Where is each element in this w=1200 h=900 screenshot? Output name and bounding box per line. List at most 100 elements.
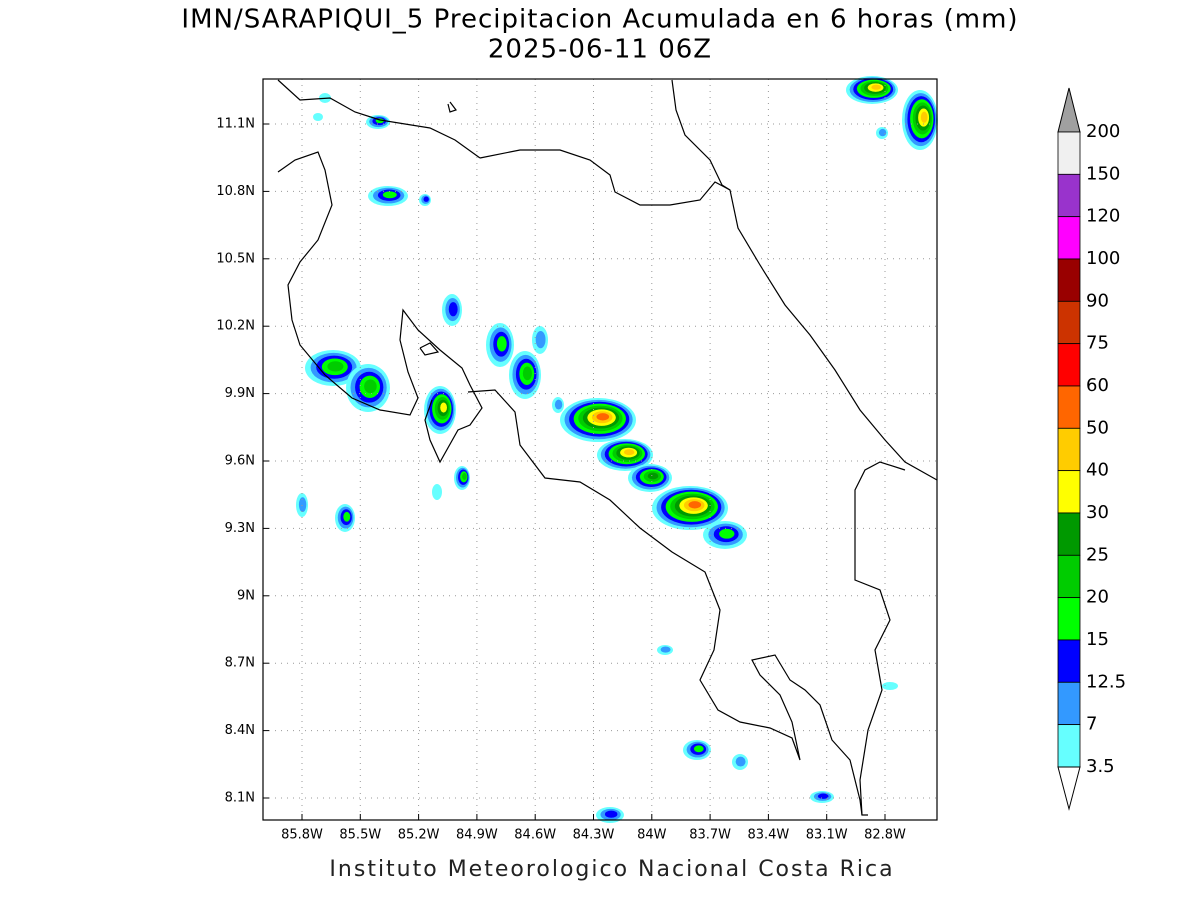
rain-contour — [432, 484, 442, 500]
border — [854, 461, 906, 816]
lat-tick-label: 9.3N — [225, 521, 255, 536]
rain-contour — [871, 84, 882, 90]
lat-tick-label: 9.6N — [225, 454, 255, 469]
lat-tick-label: 10.8N — [216, 184, 255, 199]
colorbar-label: 12.5 — [1086, 671, 1126, 692]
island — [447, 101, 457, 113]
rain-contour — [623, 449, 635, 456]
lat-tick-label: 8.7N — [225, 656, 255, 671]
colorbar-label: 50 — [1086, 417, 1109, 438]
colorbar-over — [1057, 87, 1081, 133]
colorbar-band — [1057, 554, 1081, 599]
rain-contour — [647, 472, 659, 480]
lon-tick-label: 83.7W — [689, 828, 731, 843]
colorbar-label: 7 — [1086, 714, 1097, 735]
rain-contour — [313, 113, 323, 121]
rain-contour — [364, 379, 377, 394]
colorbar-band — [1057, 300, 1081, 345]
rain-contour — [522, 366, 532, 381]
colorbar-label: 30 — [1086, 502, 1109, 523]
lat-tick-label: 9.9N — [225, 386, 255, 401]
rain-contour — [719, 528, 735, 539]
rain-contour — [423, 196, 429, 202]
lat-tick-label: 9N — [237, 588, 255, 603]
lon-tick-label: 84.3W — [573, 828, 615, 843]
rain-contour — [535, 330, 546, 349]
grid: 85.8W 85.5W 85.2W 84.9W 84.6W 84.3W 84W 83.7W 83… — [216, 79, 937, 843]
coastline — [671, 79, 938, 481]
rain-contour — [496, 336, 507, 352]
title: IMN/SARAPIQUI_5 Precipitacion Acumulada … — [181, 5, 1018, 35]
rain-contour — [462, 472, 467, 480]
rain-contour — [604, 810, 618, 818]
rain-contour — [817, 793, 829, 799]
rain-contour — [343, 511, 351, 522]
rain-contour — [882, 682, 898, 690]
rain-contour — [693, 745, 704, 753]
rain-contour — [298, 497, 307, 512]
colorbar-label: 20 — [1086, 587, 1109, 608]
rain-contour — [878, 128, 887, 137]
lon-tick-label: 82.8W — [864, 828, 906, 843]
border — [479, 149, 731, 206]
lat-tick-label: 8.4N — [225, 723, 255, 738]
lat-tick-label: 11.1N — [216, 117, 255, 132]
coastline — [277, 79, 481, 159]
colorbar-label: 120 — [1086, 206, 1120, 227]
footer: Instituto Meteorologico Nacional Costa R… — [329, 857, 894, 882]
rain-contour — [440, 402, 447, 413]
lon-tick-label: 83.4W — [747, 828, 789, 843]
lon-tick-label: 83.1W — [806, 828, 848, 843]
colorbar-band — [1057, 724, 1081, 768]
colorbar-label: 25 — [1086, 544, 1109, 565]
rain-contour — [920, 111, 928, 123]
rain-contour — [327, 361, 344, 372]
coastline — [277, 151, 483, 464]
colorbar-band — [1057, 343, 1081, 387]
colorbar-under — [1057, 766, 1081, 811]
island — [419, 342, 440, 356]
lon-tick-label: 85.8W — [281, 828, 323, 843]
colorbar-band — [1057, 385, 1081, 429]
colorbar-band — [1057, 470, 1081, 514]
colorbar-label: 40 — [1086, 460, 1109, 481]
rain-contour — [554, 399, 563, 410]
colorbar-label: 100 — [1086, 248, 1120, 269]
lon-tick-label: 85.2W — [398, 828, 440, 843]
rain-contour — [735, 756, 746, 767]
rain-contour — [596, 413, 610, 421]
colorbar-band — [1057, 512, 1081, 556]
lon-tick-label: 84.9W — [456, 828, 498, 843]
colorbar-label: 60 — [1086, 375, 1109, 396]
colorbar-band — [1057, 639, 1081, 683]
rain-contour — [448, 302, 458, 317]
colorbar-label: 75 — [1086, 333, 1109, 354]
lat-tick-label: 10.2N — [216, 319, 255, 334]
rain-contour — [688, 501, 702, 509]
colorbar-label: 15 — [1086, 629, 1109, 650]
colorbar-band — [1057, 681, 1081, 726]
lon-tick-label: 84.6W — [514, 828, 556, 843]
coastline — [467, 389, 863, 816]
colorbar-label: 150 — [1086, 163, 1120, 184]
rain-contour — [382, 191, 397, 199]
colorbar-band — [1057, 597, 1081, 641]
coastlines — [277, 79, 938, 816]
lat-tick-label: 10.5N — [216, 251, 255, 266]
rain-contour — [660, 646, 671, 653]
lat-tick-label: 8.1N — [225, 791, 255, 806]
colorbar-band — [1057, 216, 1081, 260]
colorbar-band — [1057, 427, 1081, 472]
colorbar-band — [1057, 131, 1081, 175]
colorbar-label: 90 — [1086, 290, 1109, 311]
colorbar-band — [1057, 173, 1081, 218]
colorbar: 200 150 120 100 90 75 60 50 40 30 25 20 15 12.5 7 3.5 — [1057, 87, 1126, 811]
lon-tick-label: 84W — [637, 828, 667, 843]
lon-tick-label: 85.5W — [339, 828, 381, 843]
map-frame — [262, 78, 938, 821]
subtitle: 2025-06-11 06Z — [488, 35, 712, 65]
colorbar-label: 200 — [1086, 121, 1120, 142]
precipitation — [296, 76, 938, 823]
colorbar-band — [1057, 258, 1081, 302]
